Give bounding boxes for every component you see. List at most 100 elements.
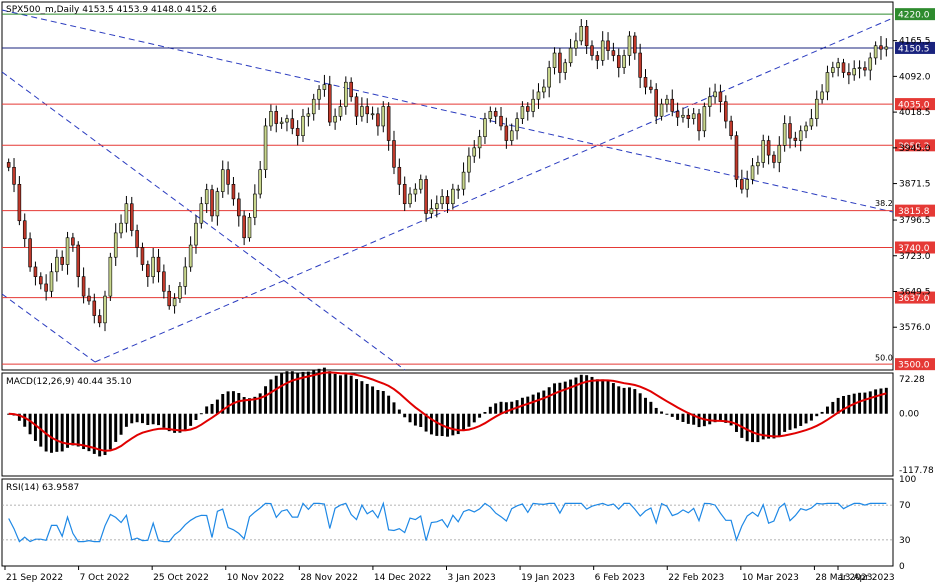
candle-body bbox=[220, 169, 225, 192]
candle-body bbox=[740, 179, 744, 190]
macd-histogram-bar bbox=[355, 379, 358, 414]
macd-histogram-bar bbox=[419, 413, 423, 427]
candle-body bbox=[162, 271, 166, 292]
macd-histogram-bar bbox=[146, 413, 150, 425]
candle-body bbox=[766, 140, 771, 156]
level-price-label: 4035.0 bbox=[898, 101, 930, 111]
candle-body bbox=[188, 244, 193, 268]
macd-histogram-bar bbox=[381, 391, 385, 414]
candle-body bbox=[697, 113, 701, 132]
candle-body bbox=[135, 230, 139, 248]
candle-body bbox=[39, 276, 43, 285]
candle-body bbox=[65, 237, 70, 265]
macd-histogram-bar bbox=[665, 413, 669, 415]
macd-histogram-bar bbox=[692, 413, 696, 425]
candle-body bbox=[33, 266, 38, 277]
macd-histogram-bar bbox=[189, 413, 193, 426]
macd-histogram-bar bbox=[17, 413, 21, 421]
candle-body bbox=[28, 238, 32, 268]
candle-body bbox=[408, 193, 412, 205]
candle-body bbox=[584, 26, 589, 47]
candle-body bbox=[793, 137, 798, 141]
y-tick-label: 3871.5 bbox=[899, 180, 931, 190]
macd-histogram-bar bbox=[242, 397, 246, 414]
x-tick-label: 3 Jan 2023 bbox=[448, 573, 496, 583]
macd-histogram-bar bbox=[23, 413, 27, 427]
level-price-label: 3500.0 bbox=[898, 361, 930, 371]
rsi-tick-label: 70 bbox=[899, 501, 911, 511]
x-tick-label: 10 Mar 2023 bbox=[742, 573, 799, 583]
x-tick-label: 22 Feb 2023 bbox=[668, 573, 724, 583]
candle-body bbox=[814, 98, 819, 119]
level-price-tag bbox=[895, 241, 935, 254]
level-price-tag bbox=[895, 358, 935, 371]
candle-body bbox=[381, 106, 386, 127]
macd-histogram-bar bbox=[253, 396, 257, 414]
candle-body bbox=[547, 67, 551, 88]
candle-body bbox=[729, 120, 733, 136]
macd-histogram-bar bbox=[644, 397, 647, 414]
candle-body bbox=[108, 256, 113, 297]
candle-body bbox=[798, 130, 803, 141]
macd-histogram-bar bbox=[408, 413, 412, 423]
macd-histogram-bar bbox=[863, 392, 867, 414]
candle-body bbox=[55, 256, 59, 273]
macd-histogram-bar bbox=[274, 375, 278, 414]
macd-histogram-bar bbox=[55, 413, 59, 452]
macd-histogram-bar bbox=[617, 386, 621, 414]
candle-body bbox=[402, 183, 407, 205]
macd-histogram-bar bbox=[178, 413, 182, 433]
y-tick-label: 4165.5 bbox=[899, 37, 931, 47]
candle-body bbox=[691, 113, 696, 119]
macd-histogram-bar bbox=[558, 382, 562, 414]
candle-body bbox=[627, 35, 632, 56]
candle-body bbox=[825, 72, 830, 93]
candle-body bbox=[670, 98, 675, 112]
rsi-tick-label: 100 bbox=[899, 475, 916, 485]
candle-body bbox=[97, 315, 102, 324]
macd-histogram-bar bbox=[585, 375, 589, 414]
level-price-tag bbox=[895, 8, 935, 21]
macd-histogram-bar bbox=[451, 413, 455, 436]
candle-body bbox=[119, 222, 123, 234]
macd-histogram-bar bbox=[745, 413, 749, 442]
candle-body bbox=[22, 220, 27, 240]
macd-histogram-bar bbox=[50, 413, 53, 453]
macd-tick-label: 0.00 bbox=[899, 410, 919, 420]
candle-body bbox=[376, 113, 380, 127]
candle-body bbox=[440, 196, 444, 205]
macd-histogram-bar bbox=[135, 413, 139, 423]
macd-histogram-bar bbox=[879, 388, 883, 414]
candle-body bbox=[638, 52, 642, 78]
candle-body bbox=[836, 62, 840, 68]
macd-histogram-bar bbox=[462, 413, 466, 432]
candle-body bbox=[526, 106, 530, 112]
candle-body bbox=[884, 46, 889, 50]
candle-body bbox=[392, 140, 396, 168]
candle-body bbox=[847, 72, 851, 76]
macd-histogram-bar bbox=[82, 413, 86, 450]
candle-body bbox=[397, 166, 402, 185]
macd-histogram-bar bbox=[66, 413, 70, 448]
macd-histogram-bar bbox=[537, 392, 540, 414]
level-price-tag bbox=[895, 139, 935, 152]
macd-tick-label: 72.28 bbox=[899, 375, 925, 385]
macd-histogram-bar bbox=[157, 413, 160, 426]
macd-label: MACD(12,26,9) 40.44 35.10 bbox=[6, 377, 132, 387]
candle-body bbox=[76, 244, 81, 277]
macd-histogram-bar bbox=[258, 393, 262, 414]
macd-histogram-bar bbox=[215, 399, 219, 414]
macd-histogram-bar bbox=[290, 371, 294, 414]
candle-body bbox=[370, 113, 375, 116]
x-tick-label: 14 Dec 2022 bbox=[374, 573, 432, 583]
candle-body bbox=[140, 247, 145, 265]
candle-body bbox=[60, 256, 64, 265]
macd-histogram-bar bbox=[312, 370, 316, 414]
macd-histogram-bar bbox=[60, 413, 64, 452]
candle-body bbox=[247, 217, 252, 239]
candle-body bbox=[515, 118, 519, 132]
macd-histogram-bar bbox=[71, 413, 75, 446]
candle-body bbox=[531, 98, 535, 112]
candle-body bbox=[675, 111, 680, 118]
candle-body bbox=[451, 188, 455, 205]
